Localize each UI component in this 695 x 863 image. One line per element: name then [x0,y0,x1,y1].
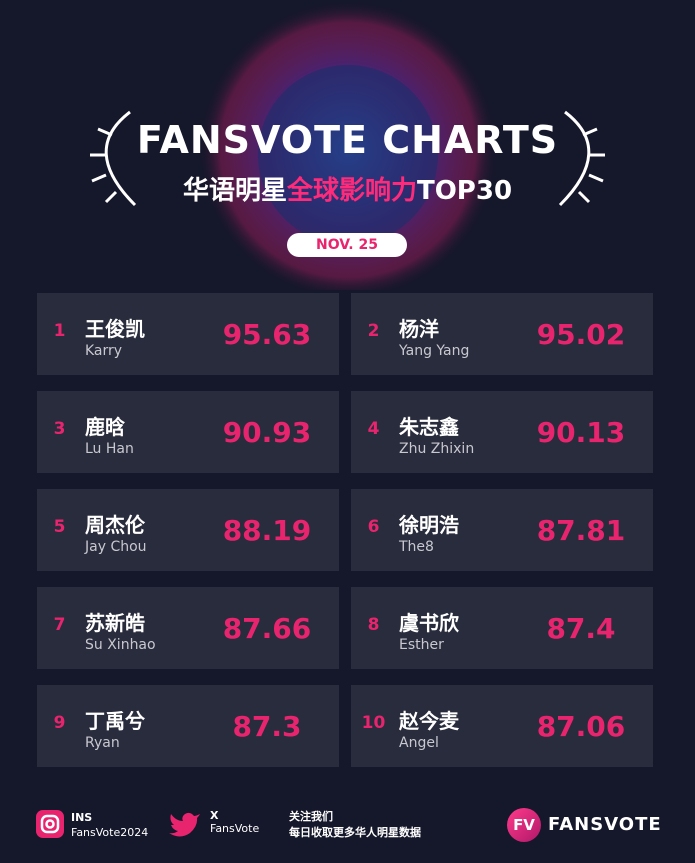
rank: 7 [53,615,66,635]
ins-label: INS [71,811,93,824]
x-label: X [210,809,219,822]
name-chinese: 王俊凯 [85,317,145,341]
name-english: Angel [399,735,439,751]
rank: 5 [53,517,66,537]
name-english: The8 [399,539,434,555]
subtitle-part: 华语明星 [182,176,287,206]
ranking-card: 7 苏新皓 Su Xinhao 87.66 [37,587,339,669]
score: 87.4 [546,612,616,645]
name-english: Esther [399,637,444,653]
rank: 2 [367,321,380,341]
name-english: Su Xinhao [85,637,156,653]
name-english: Karry [85,343,123,359]
name-english: Ryan [85,735,120,751]
rank: 9 [53,713,66,733]
name-chinese: 朱志鑫 [399,415,459,439]
logo-text: FANSVOTE [548,814,662,835]
subtitle-highlight: 全球影响力 [286,176,417,206]
score: 87.06 [536,710,626,743]
ranking-card: 6 徐明浩 The8 87.81 [351,489,653,571]
ranking-card: 9 丁禹兮 Ryan 87.3 [37,685,339,767]
ranking-card: 2 杨洋 Yang Yang 95.02 [351,293,653,375]
name-chinese: 周杰伦 [85,513,145,537]
score: 95.63 [222,318,312,351]
rank: 1 [53,321,66,341]
name-chinese: 赵今麦 [399,709,459,733]
score: 88.19 [222,514,312,547]
name-chinese: 丁禹兮 [85,709,145,733]
instagram-icon [36,810,64,838]
name-chinese: 杨洋 [399,317,439,341]
score: 87.81 [536,514,626,547]
rank: 6 [367,517,380,537]
ranking-card: 5 周杰伦 Jay Chou 88.19 [37,489,339,571]
logo-mark: FV [507,808,541,842]
ins-handle: FansVote2024 [71,826,149,839]
name-english: Zhu Zhixin [399,441,475,457]
name-chinese: 鹿晗 [85,415,125,439]
twitter-icon [169,812,200,837]
name-chinese: 虞书欣 [399,611,459,635]
score: 90.13 [536,416,626,449]
laurel-right [558,110,605,207]
subtitle-part: TOP30 [416,176,513,206]
follow-text: 每日收取更多华人明星数据 [289,826,421,839]
rank: 8 [367,615,380,635]
rank: 3 [53,419,66,439]
subtitle: 华语明星全球影响力TOP30 [0,170,695,207]
globe [258,65,438,245]
name-chinese: 徐明浩 [399,513,459,537]
name-english: Jay Chou [85,539,147,555]
score: 87.3 [232,710,302,743]
score: 95.02 [536,318,626,351]
name-english: Lu Han [85,441,134,457]
follow-title: 关注我们 [289,810,333,823]
ranking-card: 4 朱志鑫 Zhu Zhixin 90.13 [351,391,653,473]
name-chinese: 苏新皓 [85,611,145,635]
rank: 4 [367,419,380,439]
ranking-card: 10 赵今麦 Angel 87.06 [351,685,653,767]
header-art [90,0,605,290]
score: 90.93 [222,416,312,449]
rank: 10 [361,713,386,733]
date-pill: NOV. 25 [287,233,407,257]
ranking-card: 1 王俊凯 Karry 95.63 [37,293,339,375]
name-english: Yang Yang [399,343,470,359]
ranking-card: 3 鹿晗 Lu Han 90.93 [37,391,339,473]
title: FANSVOTE CHARTS [136,118,559,162]
ranking-card: 8 虞书欣 Esther 87.4 [351,587,653,669]
x-handle: FansVote [210,822,260,835]
score: 87.66 [222,612,312,645]
laurel-left [90,110,137,207]
